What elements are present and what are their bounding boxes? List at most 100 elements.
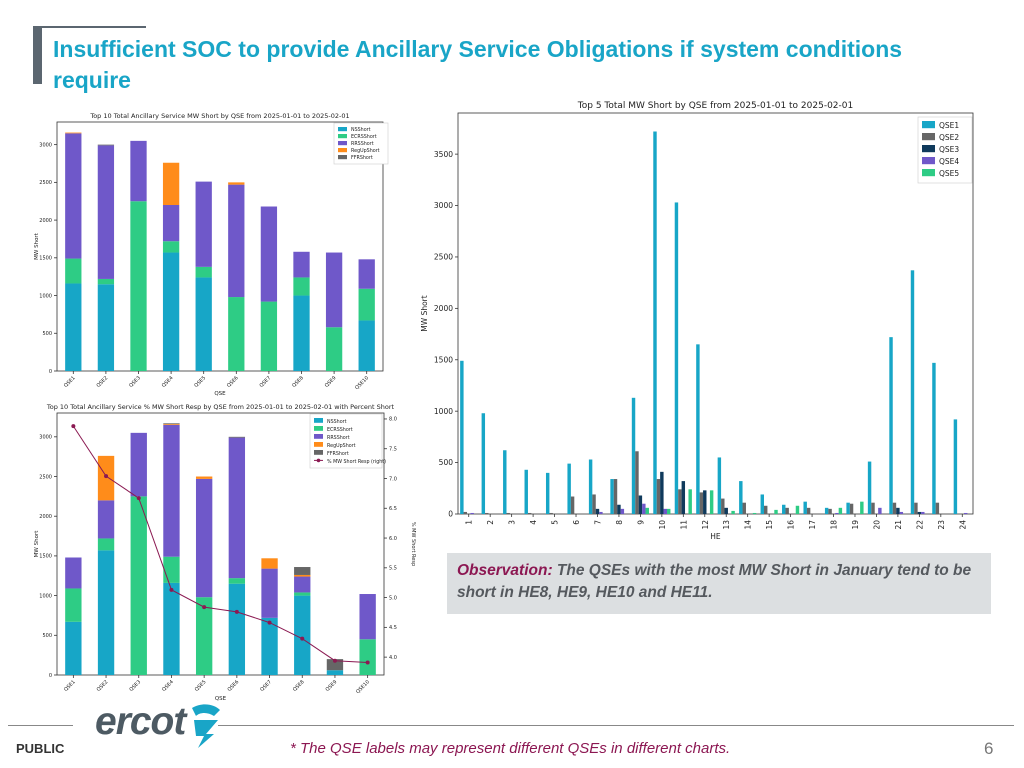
bar-qse4 xyxy=(642,503,646,514)
y-tick-label: 3000 xyxy=(434,201,453,210)
y-tick-label: 1000 xyxy=(39,293,52,299)
ercot-logo-mark xyxy=(192,704,220,748)
bar-rrsshort xyxy=(130,432,147,497)
bar-ecrsshort xyxy=(130,496,147,675)
bar-qse2 xyxy=(935,502,940,514)
x-tick-label: 7 xyxy=(593,520,602,525)
y-axis-label: MW Short xyxy=(34,232,40,260)
pct-short-point xyxy=(169,587,174,592)
y2-tick-label: 7.5 xyxy=(389,446,397,452)
chart-title: Top 5 Total MW Short by QSE from 2025-01… xyxy=(577,101,853,111)
y2-tick-label: 6.0 xyxy=(389,536,397,542)
bar-rrsshort xyxy=(97,145,115,279)
x-tick-label: 15 xyxy=(765,520,774,530)
x-tick-label: 10 xyxy=(658,520,667,530)
y-tick-label: 1500 xyxy=(434,355,453,364)
bar-qse5 xyxy=(752,512,757,514)
legend-label: RRSShort xyxy=(327,435,350,441)
bar-qse1 xyxy=(460,360,464,514)
bar-ecrsshort xyxy=(97,538,115,551)
ercot-logo: ercot xyxy=(95,700,186,743)
x-tick-label: QSE10 xyxy=(355,679,371,695)
legend-swatch xyxy=(922,145,935,153)
legend-label: FFRShort xyxy=(327,451,349,457)
bar-rrsshort xyxy=(162,205,180,242)
bar-rrsshort xyxy=(65,557,82,589)
bar-qse2 xyxy=(871,502,875,514)
x-tick-label: QSE2 xyxy=(96,679,110,693)
legend-swatch xyxy=(314,442,323,447)
x-tick-label: 12 xyxy=(701,520,710,530)
bar-ffrshort xyxy=(163,423,180,425)
bar-nsshort xyxy=(195,277,212,371)
bar-regupshort xyxy=(163,424,180,425)
x-tick-label: 5 xyxy=(551,520,560,525)
legend-swatch xyxy=(338,148,347,153)
bar-qse2 xyxy=(785,507,789,514)
x-tick-label: QSE1 xyxy=(63,375,77,389)
bar-ecrsshort xyxy=(294,592,311,596)
bar-qse1 xyxy=(760,494,764,514)
bar-qse1 xyxy=(846,502,850,514)
bar-qse1 xyxy=(653,131,657,514)
y-tick-label: 1500 xyxy=(39,256,52,262)
legend-swatch xyxy=(922,121,935,129)
page-number: 6 xyxy=(984,739,994,758)
legend-swatch xyxy=(338,155,347,160)
bar-qse1 xyxy=(803,501,807,514)
slide-title: Insufficient SOC to provide Ancillary Se… xyxy=(53,36,903,93)
bar-qse4 xyxy=(878,507,882,514)
bar-qse5 xyxy=(709,490,714,514)
observation-box: Observation: The QSEs with the most MW S… xyxy=(447,553,991,614)
x-tick-label: QSE7 xyxy=(259,375,273,389)
y-tick-label: 0 xyxy=(49,369,52,375)
bar-ecrsshort xyxy=(358,288,375,321)
bar-qse5 xyxy=(795,505,800,514)
bar-qse2 xyxy=(635,451,639,514)
legend-label: NSShort xyxy=(351,127,371,133)
bar-rrsshort xyxy=(195,478,213,598)
bar-qse2 xyxy=(592,494,596,514)
y-tick-label: 1000 xyxy=(434,407,453,416)
y-tick-label: 3000 xyxy=(39,435,52,441)
legend-label: RegUpShort xyxy=(351,148,380,154)
bar-qse1 xyxy=(481,413,486,514)
bar-qse1 xyxy=(567,463,571,514)
x-tick-label: QSE3 xyxy=(128,375,142,389)
bar-qse5 xyxy=(731,510,735,514)
x-tick-label: QSE4 xyxy=(161,375,175,389)
legend-label: RegUpShort xyxy=(327,443,356,449)
bar-qse1 xyxy=(717,457,722,514)
x-tick-label: QSE7 xyxy=(259,679,273,693)
legend-label: QSE2 xyxy=(939,133,959,142)
bar-ecrsshort xyxy=(228,578,246,584)
legend-label: % MW Short Resp (right) xyxy=(327,459,386,465)
x-tick-label: 21 xyxy=(894,520,903,530)
footer-rule-right xyxy=(218,725,1014,726)
chart-top10-mw-short: Top 10 Total Ancillary Service MW Short … xyxy=(34,112,389,397)
bar-qse5 xyxy=(774,509,778,514)
bar-qse3 xyxy=(724,507,728,514)
x-tick-label: QSE3 xyxy=(128,679,142,693)
bar-qse3 xyxy=(595,508,600,514)
bar-qse2 xyxy=(678,489,682,514)
y-tick-label: 2500 xyxy=(39,474,52,480)
bar-qse3 xyxy=(617,504,621,514)
bar-rrsshort xyxy=(228,184,245,298)
x-tick-label: QSE1 xyxy=(63,679,77,693)
plot-frame xyxy=(56,121,384,372)
bar-qse2 xyxy=(549,512,553,514)
bar-nsshort xyxy=(293,295,310,371)
title-accent-line xyxy=(42,26,146,28)
y-tick-label: 500 xyxy=(42,633,52,639)
bar-qse4 xyxy=(963,512,968,514)
y-tick-label: 2000 xyxy=(39,514,52,520)
x-tick-label: 19 xyxy=(851,520,860,530)
bar-qse4 xyxy=(620,508,625,514)
bar-qse1 xyxy=(545,472,550,514)
x-tick-label: QSE6 xyxy=(227,679,241,693)
legend-swatch xyxy=(314,426,323,431)
x-axis-label: HE xyxy=(710,532,721,541)
bar-qse2 xyxy=(699,492,704,514)
bar-rrsshort xyxy=(359,594,376,640)
